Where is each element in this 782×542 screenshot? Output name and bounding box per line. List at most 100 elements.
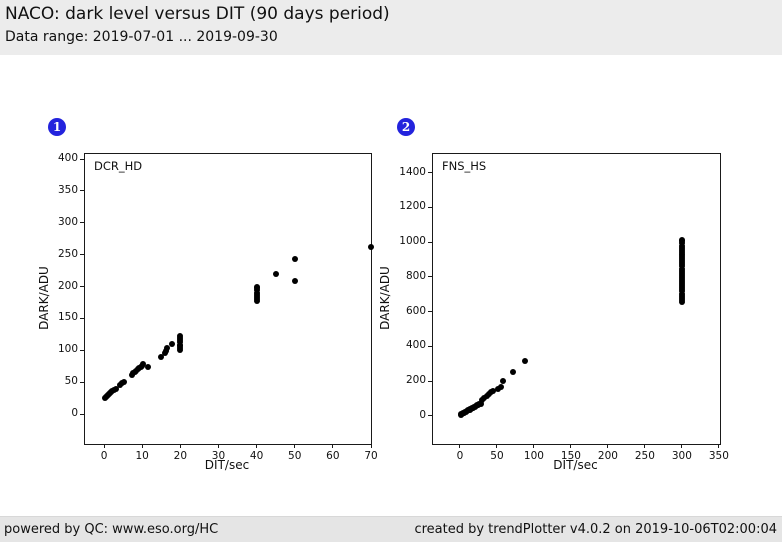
x-tick-mark [141,444,143,448]
y-tick-mark [428,311,432,313]
y-tick-mark [428,276,432,278]
x-tick-mark [179,444,181,448]
footer-created-by-text: created by trendPlotter v4.0.2 on 2019-1… [414,522,777,537]
y-tick-label: 1000 [399,235,426,248]
data-point [253,283,260,290]
x-tick-label: 60 [326,450,340,462]
x-tick-label: 50 [288,450,302,462]
x-tick-label: 350 [708,450,729,462]
data-point [678,236,685,243]
plot-2-badge[interactable]: 2 [397,118,415,136]
y-tick-label: 100 [57,343,78,356]
y-tick-mark [428,172,432,174]
data-point [368,244,374,251]
y-tick-label: 1200 [399,200,426,213]
x-tick-mark [681,444,683,448]
x-axis-label: DIT/sec [204,458,250,472]
page-title: NACO: dark level versus DIT (90 days per… [5,4,390,24]
data-point [140,361,147,368]
x-tick-label: 300 [671,450,692,462]
y-axis-label: DARK/ADU [37,266,51,330]
x-tick-label: 40 [249,450,264,462]
plot-1-badge[interactable]: 1 [48,118,66,136]
x-tick-mark [294,444,296,448]
data-point [291,255,298,262]
x-tick-mark [607,444,609,448]
x-tick-mark [718,444,720,448]
x-tick-label: 150 [560,450,581,462]
y-tick-mark [428,415,432,417]
y-tick-mark [80,286,84,288]
x-tick-mark [103,444,105,448]
y-tick-label: 150 [57,311,78,324]
footer-powered-by-text: powered by QC: www.eso.org/HC [4,522,219,537]
y-tick-label: 0 [71,407,78,420]
x-tick-label: 200 [597,450,618,462]
y-tick-label: 300 [57,215,78,228]
y-tick-mark [80,222,84,224]
date-range-subtitle: Data range: 2019-07-01 ... 2019-09-30 [5,29,278,45]
x-tick-label: 10 [135,450,149,462]
y-tick-label: 400 [57,152,78,165]
y-axis-label: DARK/ADU [378,266,392,330]
y-tick-label: 50 [64,375,78,388]
series-label: FNS_HS [442,159,487,173]
x-tick-label: 50 [490,450,504,462]
data-point [497,383,504,390]
y-tick-label: 400 [405,339,426,352]
data-point [522,358,529,365]
data-point [499,378,506,385]
x-tick-mark [217,444,219,448]
data-point [120,379,127,386]
x-axis-label: DIT/sec [553,458,598,472]
data-point [158,354,165,361]
y-tick-label: 1400 [399,165,426,178]
y-tick-mark [428,380,432,382]
data-point [163,345,170,352]
scatter-plot-dcr-hd: DCR_HD 0 10 20 30 40 50 60 70 0 50 100 150 200 250 300… [58,152,378,462]
x-tick-mark [533,444,535,448]
y-tick-label: 800 [405,269,426,282]
x-tick-mark [459,444,461,448]
data-point [291,278,298,285]
data-point [144,363,151,370]
y-tick-label: 200 [405,374,426,387]
x-tick-label: 250 [634,450,655,462]
x-tick-label: 0 [456,450,464,462]
data-point [272,270,279,277]
y-tick-mark [428,241,432,243]
x-tick-label: 30 [211,450,226,462]
y-tick-label: 200 [57,279,78,292]
y-tick-mark [80,190,84,192]
series-label: DCR_HD [94,159,143,173]
footer: powered by QC: www.eso.org/HC created by… [0,516,782,542]
y-tick-mark [80,158,84,160]
data-point [477,400,484,407]
x-tick-mark [570,444,572,448]
x-tick-label: 0 [100,450,108,462]
data-point [489,387,496,394]
data-point [510,369,517,376]
y-tick-label: 600 [405,304,426,317]
y-tick-mark [80,413,84,415]
y-tick-mark [80,349,84,351]
data-point [177,333,184,340]
x-tick-label: 20 [173,450,188,462]
y-tick-mark [428,206,432,208]
x-tick-mark [496,444,498,448]
y-tick-mark [428,345,432,347]
x-tick-label: 70 [364,450,378,462]
x-tick-mark [256,444,258,448]
x-tick-mark [644,444,646,448]
y-tick-mark [80,381,84,383]
scatter-plot-fns-hs: FNS_HS 0 50 100 150 200 250 300 350 0 200 400 600 80… [399,153,729,462]
x-tick-mark [332,444,334,448]
y-tick-label: 350 [57,183,78,196]
x-tick-mark [370,444,372,448]
y-tick-mark [80,317,84,319]
data-point [168,340,175,347]
y-tick-label: 250 [57,247,78,260]
y-tick-mark [80,254,84,256]
header: NACO: dark level versus DIT (90 days per… [0,0,782,55]
